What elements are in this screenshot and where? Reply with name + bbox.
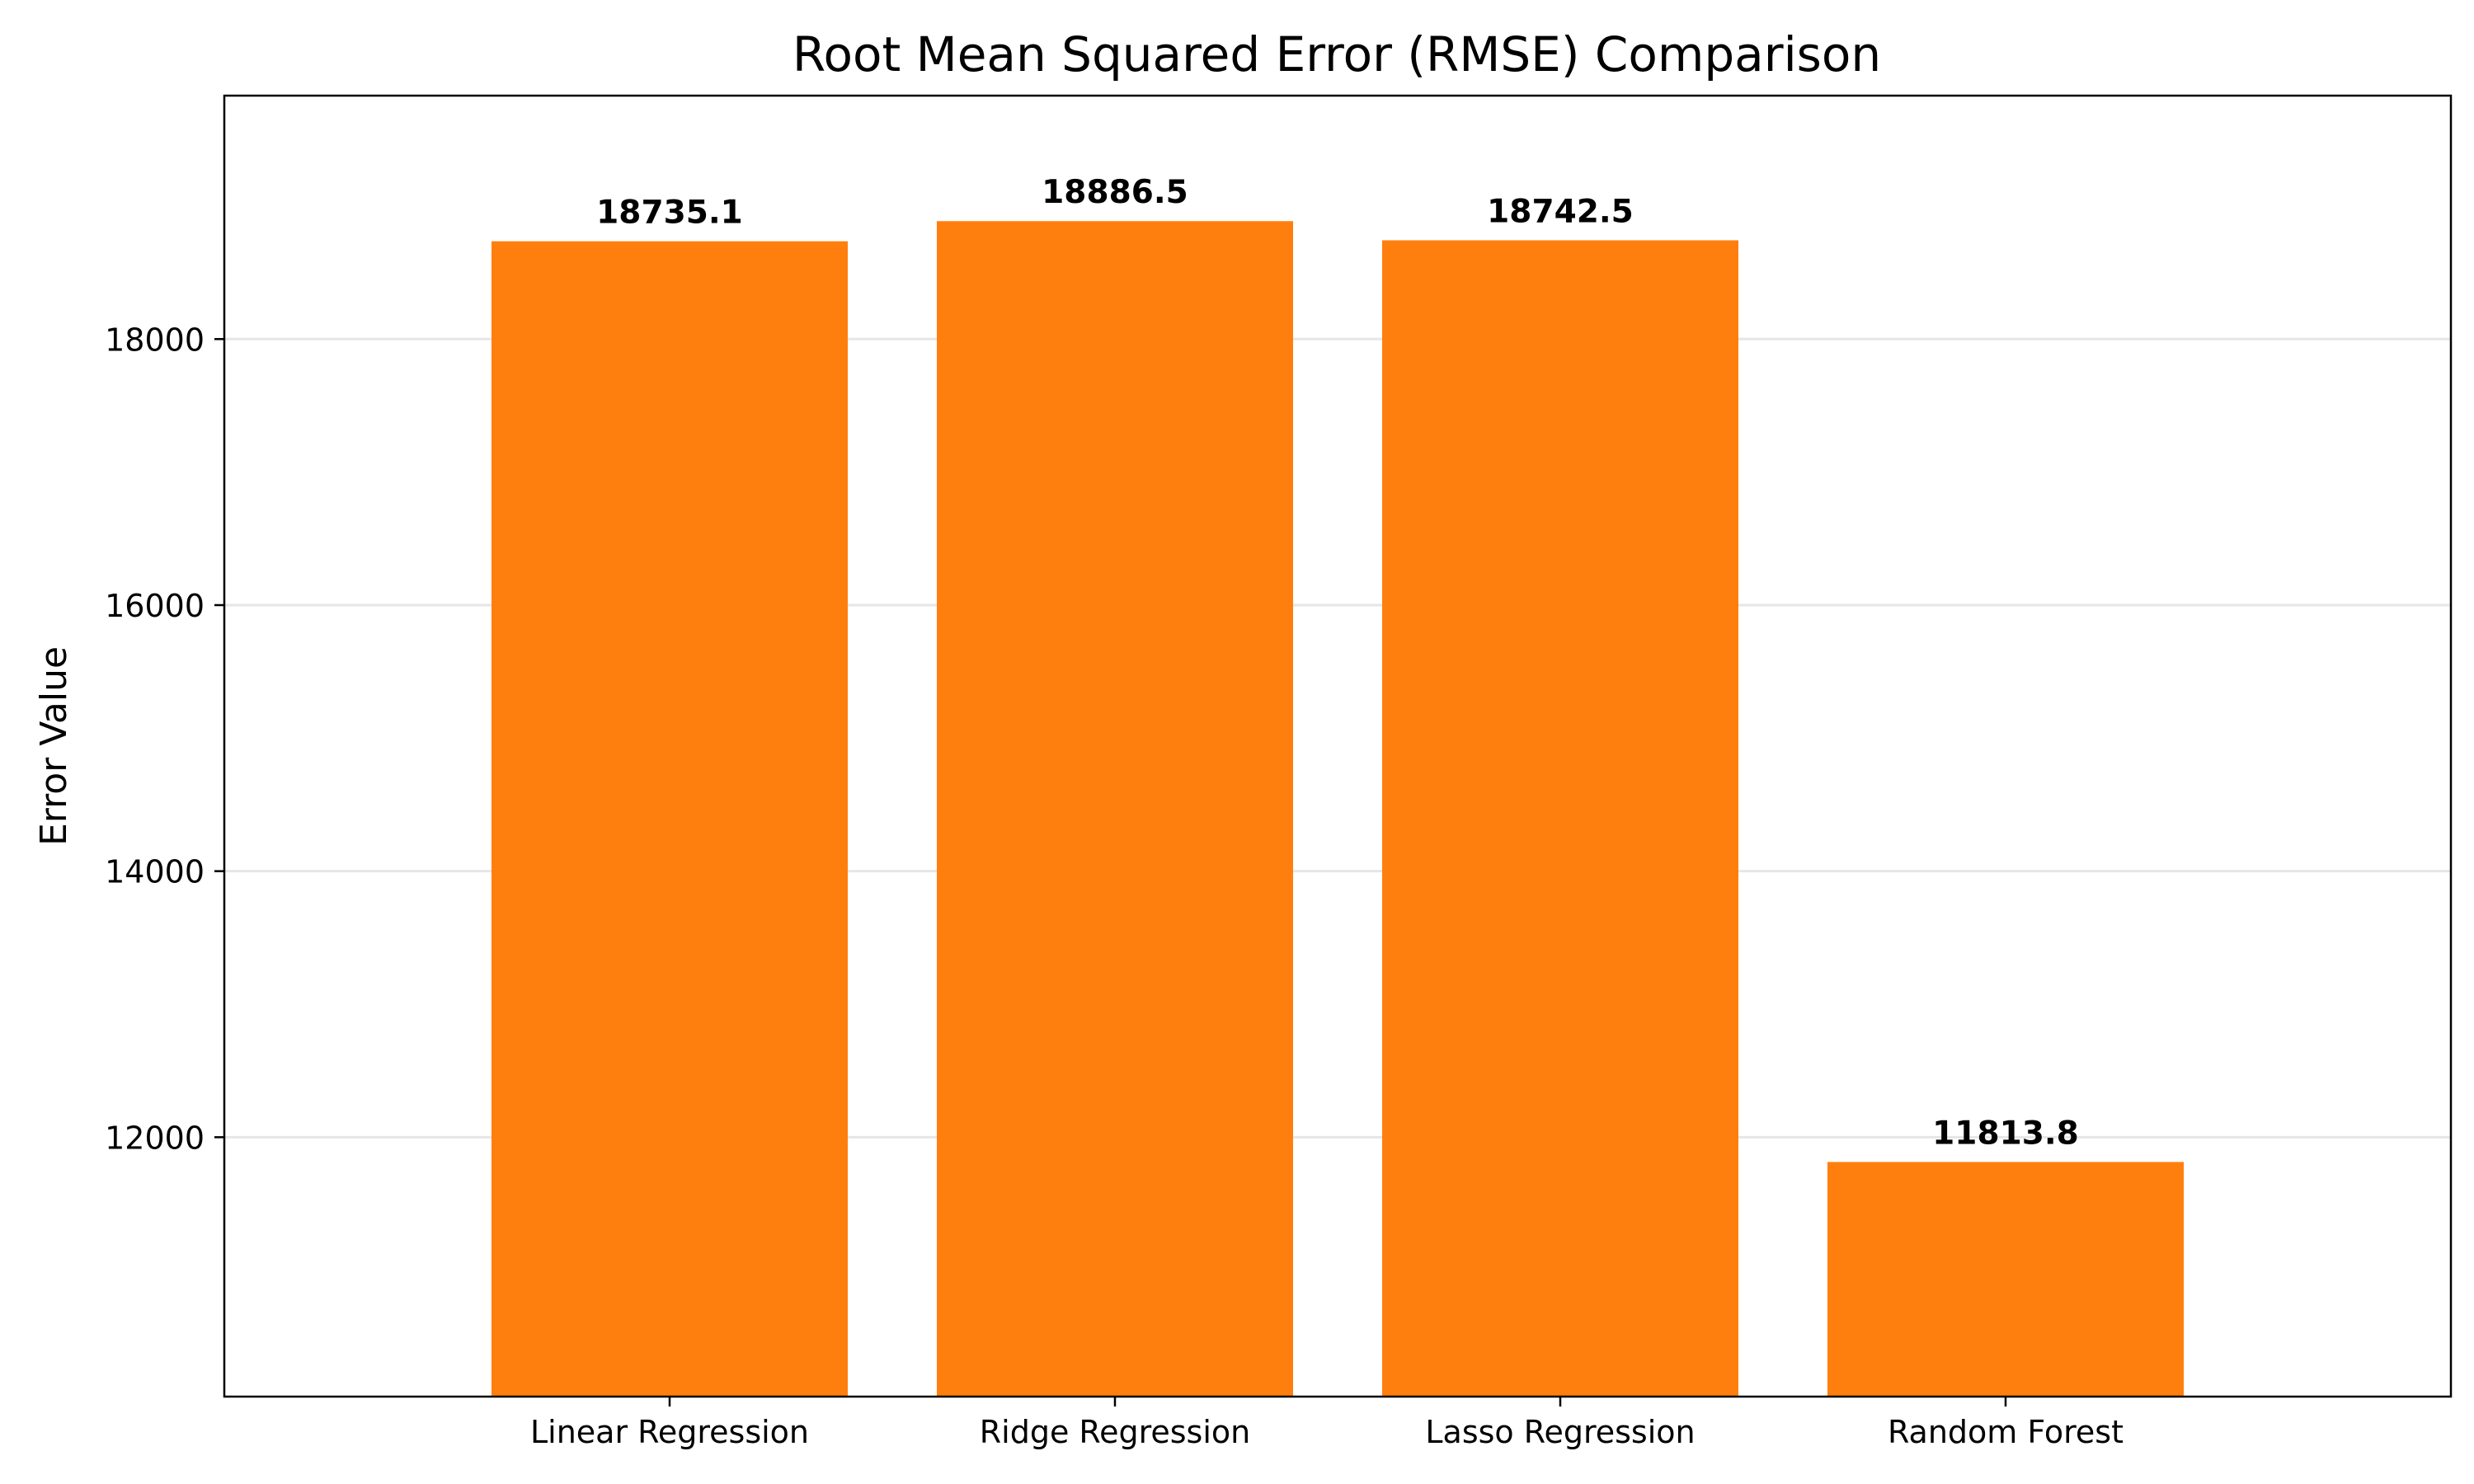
y-tick-label: 18000 — [105, 322, 205, 358]
bar-random-forest — [1827, 1162, 2184, 1397]
bar-ridge-regression — [937, 221, 1293, 1397]
data-label: 18735.1 — [596, 195, 743, 232]
bar-linear-regression — [492, 241, 848, 1397]
y-axis-label: Error Value — [33, 646, 75, 846]
data-label: 18886.5 — [1042, 174, 1188, 211]
bars — [492, 221, 2184, 1397]
data-label: 18742.5 — [1487, 193, 1634, 230]
y-tick-label: 12000 — [105, 1120, 205, 1156]
x-tick-label: Random Forest — [1888, 1414, 2124, 1450]
x-tick-label: Lasso Regression — [1425, 1414, 1695, 1450]
data-label: 11813.8 — [1932, 1115, 2079, 1152]
chart-title: Root Mean Squared Error (RMSE) Compariso… — [793, 26, 1881, 82]
x-tick-label: Ridge Regression — [980, 1414, 1251, 1450]
bar-lasso-regression — [1382, 240, 1738, 1397]
x-axis-ticks: Linear Regression Ridge Regression Lasso R… — [530, 1397, 2124, 1450]
y-tick-label: 16000 — [105, 588, 205, 624]
data-labels: 18735.1 18886.5 18742.5 11813.8 — [596, 174, 2079, 1152]
y-tick-label: 14000 — [105, 854, 205, 890]
plot-frame — [223, 94, 2453, 1398]
y-axis-ticks: 12000 14000 16000 18000 — [105, 322, 224, 1156]
x-tick-label: Linear Regression — [530, 1414, 809, 1450]
